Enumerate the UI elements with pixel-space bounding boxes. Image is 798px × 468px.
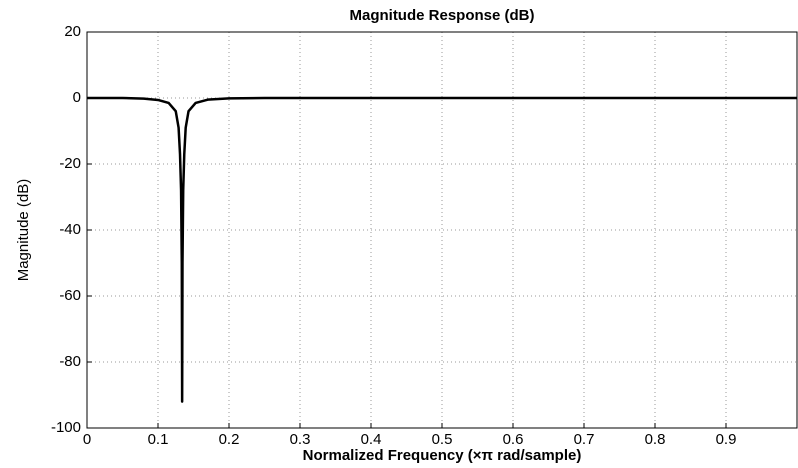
x-tick-label: 0.2 bbox=[219, 431, 240, 448]
response-line bbox=[87, 96, 797, 403]
x-tick-label: 0.4 bbox=[361, 431, 382, 448]
y-tick-label: -40 bbox=[59, 221, 81, 238]
x-tick-label: 0.6 bbox=[503, 431, 524, 448]
y-tick-label: 20 bbox=[64, 23, 81, 40]
x-tick-label: 0.7 bbox=[574, 431, 595, 448]
y-axis-label: Magnitude (dB) bbox=[15, 179, 32, 282]
x-tick-label: 0.1 bbox=[148, 431, 169, 448]
chart-title: Magnitude Response (dB) bbox=[349, 7, 534, 24]
y-tick-label: -20 bbox=[59, 155, 81, 172]
y-tick-label: -60 bbox=[59, 287, 81, 304]
x-tick-label: 0.3 bbox=[290, 431, 311, 448]
x-tick-label: 0.5 bbox=[432, 431, 453, 448]
y-tick-label: -80 bbox=[59, 353, 81, 370]
x-tick-label: 0.8 bbox=[645, 431, 666, 448]
y-tick-label: 0 bbox=[73, 89, 81, 106]
x-tick-label: 0.9 bbox=[716, 431, 737, 448]
y-tick-label: -100 bbox=[51, 419, 81, 436]
plot-frame bbox=[86, 31, 798, 429]
x-axis-label: Normalized Frequency (×π rad/sample) bbox=[303, 447, 582, 464]
x-tick-label: 0 bbox=[83, 431, 91, 448]
